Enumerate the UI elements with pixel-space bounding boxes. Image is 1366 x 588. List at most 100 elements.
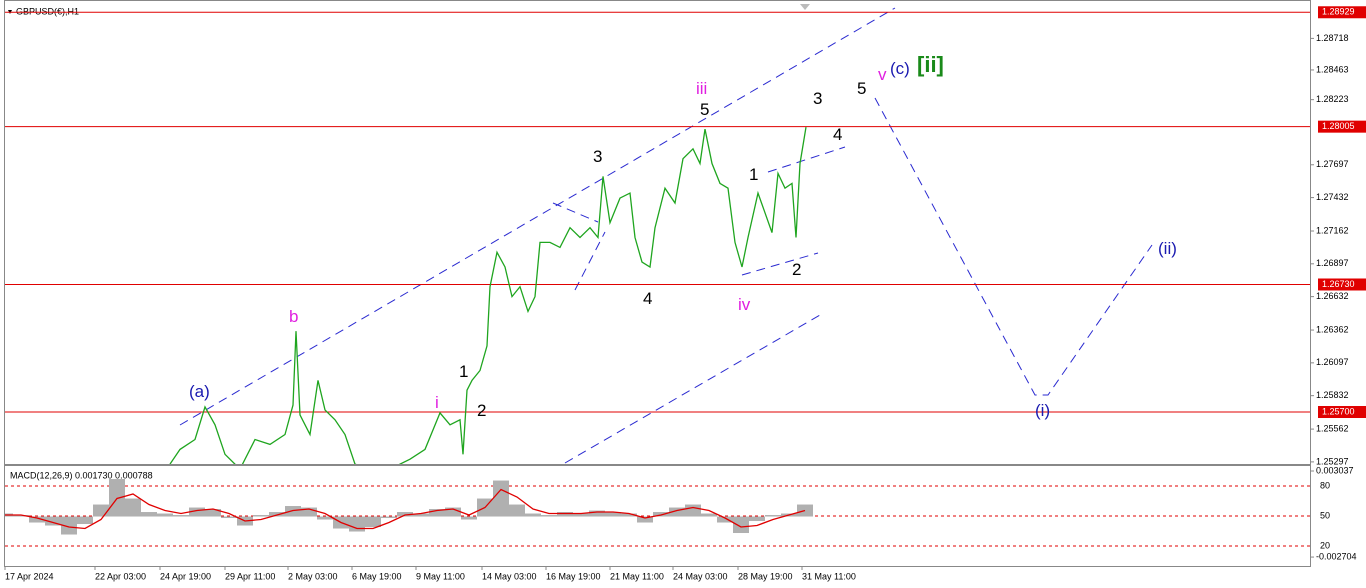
- y-tick-label: 0.003037: [1316, 465, 1354, 475]
- macd-bar: [413, 513, 429, 517]
- macd-bar: [765, 515, 781, 517]
- y-tick-label: 1.28463: [1316, 64, 1349, 74]
- y-tick-label: 1.27162: [1316, 225, 1349, 235]
- y-tick-label: 1.28718: [1316, 33, 1349, 43]
- x-tick-label: 22 Apr 03:00: [95, 571, 146, 581]
- wave-label: 4: [643, 289, 652, 308]
- main-frame: [4, 0, 1311, 465]
- macd-bar: [429, 509, 445, 517]
- wave-label: 5: [857, 79, 866, 98]
- x-tick-label: 31 May 11:00: [802, 571, 856, 581]
- x-tick-label: 14 May 03:00: [482, 571, 537, 581]
- x-tick-label: 29 Apr 11:00: [225, 571, 275, 581]
- x-tick-label: 9 May 11:00: [416, 571, 465, 581]
- y2-tick-label: 80: [1320, 480, 1330, 490]
- macd-bar: [589, 510, 605, 517]
- wave-label: 2: [477, 401, 486, 420]
- x-tick-label: 21 May 11:00: [610, 571, 664, 581]
- x-tick-label: 6 May 19:00: [352, 571, 402, 581]
- macd-bar: [573, 513, 589, 517]
- y-tick-label: 1.26632: [1316, 291, 1349, 301]
- macd-bar: [509, 504, 525, 517]
- wave-label: 3: [813, 89, 822, 108]
- wave-label: 1: [749, 165, 758, 184]
- macd-bar: [365, 516, 381, 528]
- y2-tick-label: 20: [1320, 540, 1330, 550]
- wave-label: [ii]: [917, 52, 944, 77]
- y-tick-label: 1.25297: [1316, 456, 1349, 466]
- macd-bar: [525, 513, 541, 517]
- y-tick-label: 1.26362: [1316, 324, 1349, 334]
- wave-label: iv: [738, 295, 751, 314]
- macd-bar: [109, 479, 125, 517]
- price-plot: [5, 11, 1310, 464]
- y-tick-label: 1.27697: [1316, 159, 1349, 169]
- x-tick-label: 28 May 19:00: [738, 571, 793, 581]
- macd-bar: [317, 516, 333, 520]
- wave-lines: [179, 7, 1153, 464]
- wave-labels: (a) b i 1 2 3 4 iii 5 iv 1 2 3 4 5 v (c)…: [189, 52, 1177, 420]
- wave-label: 1: [459, 362, 468, 381]
- macd-bar: [189, 507, 205, 517]
- y-tick-label: 1.26097: [1316, 357, 1349, 367]
- macd-bar: [253, 515, 269, 517]
- wave-label: 3: [593, 147, 602, 166]
- level-label: 1.26730: [1322, 279, 1355, 289]
- macd-bar: [141, 512, 157, 517]
- wave-label: (ii): [1158, 239, 1177, 258]
- macd-bar: [685, 504, 701, 517]
- macd-bar: [173, 515, 189, 517]
- macd-bar: [669, 507, 685, 517]
- macd-bar: [653, 512, 669, 517]
- macd-bar: [557, 512, 573, 517]
- macd-bar: [461, 516, 477, 520]
- level-box: [1318, 120, 1366, 133]
- macd-bar: [93, 504, 109, 517]
- macd-bar: [397, 512, 413, 517]
- level-box: [1318, 6, 1366, 19]
- level-label: 1.28005: [1322, 121, 1355, 131]
- wave-label: 4: [833, 125, 842, 144]
- marker: [800, 4, 810, 10]
- macd-bar: [605, 512, 621, 517]
- wave-label: 5: [700, 100, 709, 119]
- y2-tick-label: 50: [1320, 510, 1330, 520]
- y-tick-label: 1.25562: [1316, 423, 1349, 433]
- y-tick-label: 1.27432: [1316, 192, 1349, 202]
- macd-bar: [285, 506, 301, 517]
- macd-bar: [349, 516, 365, 532]
- wave-label: (c): [890, 59, 910, 78]
- x-tick-label: 24 Apr 19:00: [160, 571, 211, 581]
- macd-bar: [637, 516, 653, 523]
- y-tick-label: 1.26897: [1316, 258, 1349, 268]
- macd-bar: [61, 516, 77, 535]
- macd-bar: [445, 507, 461, 517]
- macd-bar: [381, 516, 397, 519]
- wave-label: b: [289, 307, 298, 326]
- wave-label: (i): [1035, 401, 1050, 420]
- macd-bar: [733, 516, 749, 534]
- level-label: 1.25700: [1322, 406, 1355, 416]
- wave-label: 2: [792, 260, 801, 279]
- signal-line: [5, 488, 806, 530]
- macd-title: MACD(12,26,9) 0.001730 0.000788: [10, 470, 153, 480]
- level-box: [1318, 278, 1366, 291]
- macd-bar: [269, 512, 285, 517]
- y-tick-label: 1.25832: [1316, 390, 1349, 400]
- level-label: 1.28929: [1322, 7, 1355, 17]
- macd-bar: [621, 513, 637, 517]
- macd-bar: [77, 516, 93, 525]
- macd-bar: [493, 480, 509, 517]
- macd-bar: [13, 515, 29, 517]
- x-tick-label: 2 May 03:00: [288, 571, 338, 581]
- x-tick-label: 17 Apr 2024: [5, 571, 54, 581]
- macd-bar: [157, 513, 173, 517]
- wave-label: iii: [696, 79, 707, 98]
- macd-bar: [221, 516, 237, 519]
- y-tick-label: -0.002704: [1316, 551, 1357, 561]
- wave-label: v: [878, 65, 887, 84]
- macd-frame: [4, 465, 1311, 567]
- macd-bar: [301, 507, 317, 517]
- macd-bar: [701, 513, 717, 517]
